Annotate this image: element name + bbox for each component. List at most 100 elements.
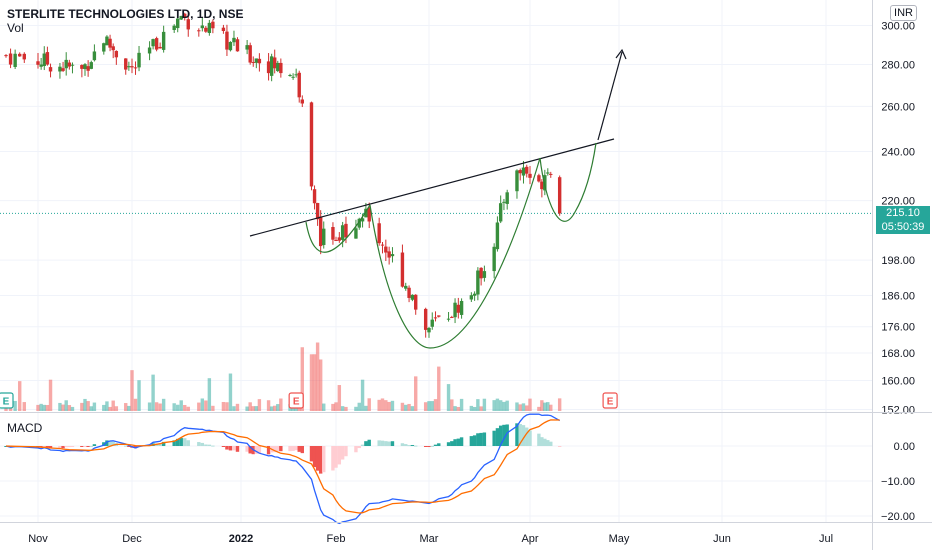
candle-body: [235, 39, 240, 52]
candle-body: [179, 15, 183, 20]
earnings-event-marker: E: [602, 392, 618, 409]
macd-histogram-bar: [459, 437, 464, 446]
candle-body: [377, 223, 381, 244]
left-shoulder-curve: [305, 204, 371, 253]
volume-bar: [515, 402, 519, 411]
macd-histogram-bar: [390, 441, 395, 446]
macd-histogram-bar: [354, 446, 358, 453]
candle-body: [111, 46, 115, 51]
currency-button[interactable]: INR: [890, 5, 917, 21]
volume-bar: [557, 398, 562, 411]
macd-histogram-bar: [183, 438, 187, 446]
candle-body: [161, 31, 166, 50]
macd-histogram-bar: [456, 438, 461, 446]
volume-bar: [387, 401, 391, 411]
volume-bar: [42, 404, 46, 411]
macd-lines: [5, 413, 561, 525]
volume-bar: [133, 398, 138, 411]
candle-body: [315, 202, 320, 220]
macd-histogram-bar: [540, 437, 544, 446]
volume-bar: [400, 402, 405, 411]
macd-histogram-bar: [322, 446, 326, 473]
pattern-drawings: [249, 48, 627, 349]
volume-bar: [266, 400, 271, 411]
candle-body: [18, 53, 22, 57]
macd-histogram-bar: [300, 446, 304, 454]
macd-histogram-bar: [124, 445, 128, 447]
volume-bar: [80, 402, 84, 411]
volume-bar: [357, 402, 361, 411]
candle-body: [380, 244, 385, 246]
target-arrow-shaft: [597, 51, 623, 141]
volume-bar: [124, 403, 128, 411]
volume-bar: [340, 406, 345, 411]
volume-bar: [525, 405, 529, 411]
candle-body: [410, 294, 415, 300]
volume-bar: [423, 402, 428, 411]
candle-body: [266, 61, 271, 74]
volume-bar: [48, 379, 53, 411]
event-marker-box: [0, 392, 14, 409]
candle-body: [257, 58, 262, 64]
volume-bar: [257, 399, 262, 411]
macd-histogram-bar: [235, 446, 240, 452]
earnings-event-marker: E: [288, 392, 304, 409]
candle-body: [437, 315, 441, 317]
macd-histogram-bar: [546, 440, 550, 446]
macd-histogram-bar: [380, 440, 385, 446]
candle-body: [4, 55, 8, 57]
chart-title: STERLITE TECHNOLOGIES LTD, 1D, NSE: [7, 7, 244, 21]
candle-body: [414, 294, 418, 310]
volume-bar: [433, 399, 438, 411]
macd-label: MACD: [7, 421, 43, 435]
macd-histogram-bar: [127, 446, 131, 447]
candle-body: [357, 218, 361, 228]
volume-bar: [380, 398, 385, 411]
candle-body: [137, 52, 141, 68]
macd-histogram-bar: [204, 444, 208, 446]
candle-body: [364, 208, 368, 218]
volume-bar: [172, 403, 176, 411]
candle-body: [228, 41, 233, 51]
candle-body: [498, 203, 503, 222]
macd-histogram-bar: [80, 446, 84, 447]
macd-histogram-bar: [273, 446, 277, 453]
candle-body: [337, 237, 342, 241]
candle-body: [344, 223, 348, 238]
macd-histogram-bar: [297, 446, 301, 452]
macd-histogram-bar: [179, 438, 183, 446]
price-tick-label: 300.00: [881, 21, 915, 33]
macd-histogram-bar: [309, 446, 314, 462]
macd-histogram-bar: [437, 443, 441, 446]
candle-body: [521, 167, 526, 176]
macd-histogram-bar: [266, 446, 271, 455]
macd-histogram-bar: [67, 446, 72, 448]
volume-bar: [505, 400, 509, 411]
macd-histogram-bar: [64, 446, 68, 448]
date-tick-label: Feb: [327, 533, 346, 545]
volume-label: Vol: [7, 21, 24, 35]
candle-body: [108, 38, 112, 48]
price-tick-label: 186.00: [881, 290, 915, 302]
volume-bar: [318, 359, 323, 411]
volume-bar: [312, 354, 317, 411]
macd-histogram-bar: [45, 446, 50, 447]
volume-bar: [228, 373, 233, 411]
volume-bar: [151, 374, 155, 411]
volume-bar: [248, 402, 252, 411]
volume-bar: [354, 406, 358, 411]
candle-body: [294, 74, 298, 76]
volume-bar: [176, 404, 180, 411]
candle-body: [130, 66, 134, 68]
volume-bar: [315, 342, 320, 411]
macd-histogram-bar: [176, 438, 180, 446]
volume-bar: [450, 399, 454, 411]
candle-body: [225, 31, 229, 50]
macd-histogram-bar: [48, 446, 53, 448]
volume-bar: [130, 370, 134, 411]
macd-histogram-bar: [479, 432, 483, 446]
volume-bar: [45, 404, 50, 411]
candle-body: [540, 181, 544, 190]
macd-histogram-bar: [172, 440, 176, 446]
